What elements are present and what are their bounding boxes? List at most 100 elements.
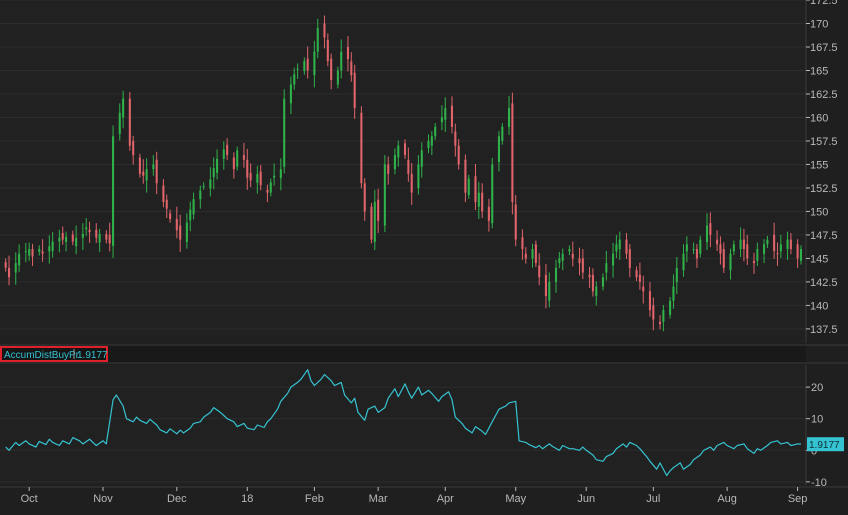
- candle[interactable]: [209, 167, 212, 197]
- candle[interactable]: [61, 226, 64, 245]
- candle[interactable]: [269, 178, 272, 197]
- candle[interactable]: [675, 257, 678, 295]
- candle[interactable]: [81, 223, 84, 250]
- candle[interactable]: [95, 223, 98, 243]
- candle[interactable]: [88, 221, 91, 243]
- candle[interactable]: [420, 142, 423, 178]
- candle[interactable]: [313, 40, 316, 88]
- candle[interactable]: [132, 135, 135, 165]
- candle[interactable]: [638, 262, 641, 290]
- candle[interactable]: [669, 296, 672, 319]
- candle[interactable]: [548, 272, 551, 308]
- candle[interactable]: [467, 174, 470, 199]
- candle[interactable]: [591, 268, 594, 297]
- candle[interactable]: [179, 214, 182, 252]
- candle[interactable]: [776, 242, 779, 266]
- candle[interactable]: [685, 236, 688, 263]
- candle[interactable]: [350, 52, 353, 82]
- candle[interactable]: [407, 147, 410, 182]
- candle[interactable]: [306, 46, 309, 79]
- candle[interactable]: [601, 273, 605, 291]
- candle[interactable]: [635, 266, 638, 281]
- candle[interactable]: [326, 33, 329, 67]
- candle[interactable]: [739, 227, 742, 258]
- candle[interactable]: [514, 194, 517, 247]
- candle[interactable]: [152, 155, 155, 176]
- candle[interactable]: [699, 235, 702, 258]
- candle[interactable]: [145, 158, 148, 193]
- candle[interactable]: [538, 253, 541, 286]
- candle[interactable]: [692, 242, 695, 255]
- candle[interactable]: [162, 179, 165, 208]
- candle[interactable]: [524, 247, 527, 264]
- candle[interactable]: [618, 231, 621, 260]
- candle[interactable]: [4, 258, 7, 272]
- candle[interactable]: [719, 236, 722, 265]
- candle[interactable]: [705, 213, 709, 250]
- candle[interactable]: [71, 230, 74, 246]
- candle[interactable]: [353, 64, 356, 119]
- candle[interactable]: [323, 15, 326, 49]
- candle[interactable]: [58, 229, 61, 253]
- candle[interactable]: [316, 18, 319, 59]
- candle[interactable]: [477, 181, 480, 219]
- candle[interactable]: [682, 244, 685, 277]
- candle[interactable]: [729, 248, 732, 280]
- candle[interactable]: [440, 105, 443, 131]
- candle[interactable]: [662, 304, 665, 332]
- candle[interactable]: [612, 242, 615, 278]
- candle[interactable]: [363, 178, 366, 221]
- candle[interactable]: [18, 244, 21, 273]
- price-candles[interactable]: [4, 15, 803, 332]
- candle[interactable]: [24, 242, 27, 263]
- candle[interactable]: [658, 315, 662, 330]
- candle[interactable]: [266, 184, 269, 203]
- candle[interactable]: [28, 242, 31, 261]
- candle[interactable]: [454, 123, 457, 157]
- candle[interactable]: [105, 230, 108, 244]
- candle[interactable]: [796, 239, 799, 268]
- candle[interactable]: [773, 222, 776, 259]
- candle[interactable]: [377, 188, 380, 234]
- candle[interactable]: [31, 243, 34, 266]
- candle[interactable]: [236, 146, 239, 171]
- candle[interactable]: [746, 234, 749, 266]
- candle[interactable]: [249, 163, 252, 188]
- indicator-panel[interactable]: 20 10 0 -10 1.9177: [0, 365, 844, 489]
- candle[interactable]: [450, 96, 454, 134]
- candle[interactable]: [273, 163, 276, 186]
- candle[interactable]: [289, 76, 292, 115]
- candle[interactable]: [568, 245, 571, 256]
- candle[interactable]: [605, 250, 608, 281]
- candle[interactable]: [283, 89, 286, 174]
- candle[interactable]: [185, 213, 188, 249]
- candle[interactable]: [259, 164, 262, 191]
- candle[interactable]: [279, 158, 282, 191]
- candle[interactable]: [199, 185, 202, 209]
- candle[interactable]: [444, 97, 447, 133]
- candle[interactable]: [716, 230, 719, 251]
- candle[interactable]: [128, 92, 131, 151]
- candle[interactable]: [410, 163, 413, 205]
- candle[interactable]: [7, 255, 11, 286]
- candle[interactable]: [799, 245, 803, 265]
- candle[interactable]: [189, 201, 192, 232]
- candle[interactable]: [85, 218, 88, 236]
- candle[interactable]: [393, 148, 396, 175]
- candle[interactable]: [695, 243, 698, 268]
- price-panel[interactable]: 172.5 170 167.5 165 162.5 160 157.5 155 152.5 150…: [0, 0, 838, 343]
- candle[interactable]: [534, 240, 537, 267]
- panel-separator[interactable]: [0, 344, 848, 364]
- candle[interactable]: [487, 198, 490, 232]
- candle[interactable]: [434, 123, 437, 141]
- candle[interactable]: [430, 131, 433, 156]
- candle[interactable]: [595, 281, 598, 306]
- candle[interactable]: [397, 140, 400, 167]
- candle[interactable]: [481, 183, 484, 219]
- candle[interactable]: [330, 53, 333, 90]
- candle[interactable]: [742, 228, 745, 262]
- candle[interactable]: [722, 242, 725, 273]
- candle[interactable]: [346, 36, 349, 72]
- candle[interactable]: [14, 252, 17, 285]
